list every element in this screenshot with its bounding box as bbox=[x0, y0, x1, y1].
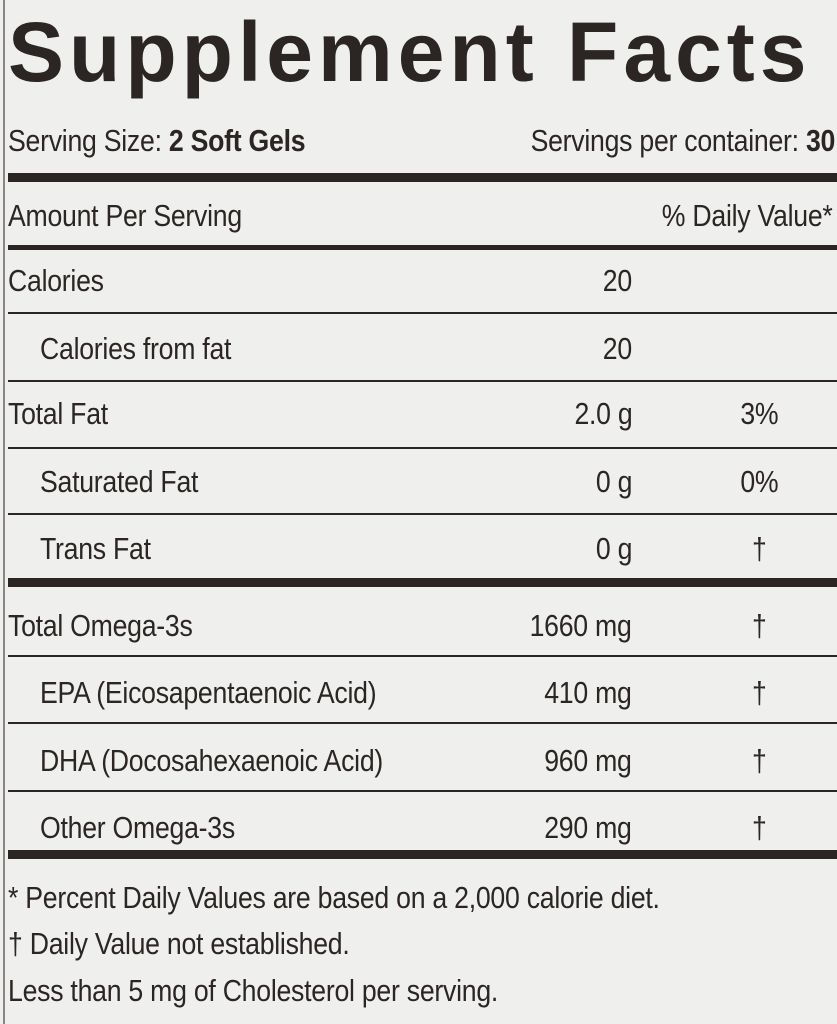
nutrient-name: EPA (Eicosapentaenoic Acid) bbox=[40, 675, 377, 710]
label-border bbox=[3, 0, 5, 1024]
nutrient-amount: 20 bbox=[602, 263, 632, 298]
serving-size-label: Serving Size: bbox=[8, 123, 162, 158]
nutrient-name: Trans Fat bbox=[40, 531, 151, 566]
footnote-cholesterol: Less than 5 mg of Cholesterol per servin… bbox=[8, 973, 499, 1008]
divider-thin bbox=[8, 513, 837, 515]
nutrient-daily-value: 3% bbox=[740, 396, 779, 431]
divider-medium bbox=[8, 245, 837, 250]
nutrient-amount: 290 mg bbox=[544, 810, 633, 845]
nutrient-amount: 410 mg bbox=[544, 675, 633, 710]
nutrient-name: Total Fat bbox=[8, 396, 108, 431]
nutrient-name: Calories bbox=[8, 263, 104, 298]
nutrient-amount: 2.0 g bbox=[573, 396, 632, 431]
serving-size: Serving Size: 2 Soft Gels bbox=[8, 123, 306, 158]
nutrient-name: Total Omega-3s bbox=[8, 608, 193, 643]
nutrient-amount: 0 g bbox=[595, 531, 633, 566]
divider-thin bbox=[8, 722, 837, 724]
nutrient-daily-value: † bbox=[752, 608, 767, 643]
nutrient-amount: 20 bbox=[602, 331, 632, 366]
divider-thin bbox=[8, 447, 837, 449]
daily-value-header: % Daily Value* bbox=[662, 198, 833, 233]
nutrient-daily-value: 0% bbox=[740, 464, 779, 499]
divider-thick bbox=[8, 850, 837, 859]
amount-per-serving-header: Amount Per Serving bbox=[8, 198, 242, 233]
footnote-not-established: † Daily Value not established. bbox=[8, 926, 350, 961]
nutrient-daily-value: † bbox=[752, 743, 767, 778]
nutrient-daily-value: † bbox=[752, 531, 767, 566]
label-title: Supplement Facts bbox=[8, 5, 812, 99]
nutrient-amount: 1660 mg bbox=[530, 608, 632, 643]
nutrient-name: Saturated Fat bbox=[40, 464, 199, 499]
nutrient-amount: 960 mg bbox=[544, 743, 633, 778]
nutrient-name: Other Omega-3s bbox=[40, 810, 235, 845]
serving-size-value: 2 Soft Gels bbox=[168, 123, 306, 158]
nutrient-name: Calories from fat bbox=[40, 331, 232, 366]
divider-thin bbox=[8, 312, 837, 314]
nutrient-daily-value: † bbox=[752, 810, 767, 845]
nutrient-daily-value: † bbox=[752, 675, 767, 710]
divider-thick bbox=[8, 173, 837, 182]
servings-per-container-label: Servings per container: bbox=[530, 123, 799, 158]
servings-per-container-value: 30 bbox=[805, 123, 835, 158]
divider-thick bbox=[8, 578, 837, 587]
divider-thin bbox=[8, 790, 837, 792]
footnote-daily-values: * Percent Daily Values are based on a 2,… bbox=[8, 880, 660, 915]
nutrient-amount: 0 g bbox=[595, 464, 633, 499]
servings-per-container: Servings per container: 30 bbox=[530, 125, 835, 156]
divider-thin bbox=[8, 380, 837, 382]
nutrient-name: DHA (Docosahexaenoic Acid) bbox=[40, 743, 384, 778]
divider-thin bbox=[8, 655, 837, 657]
